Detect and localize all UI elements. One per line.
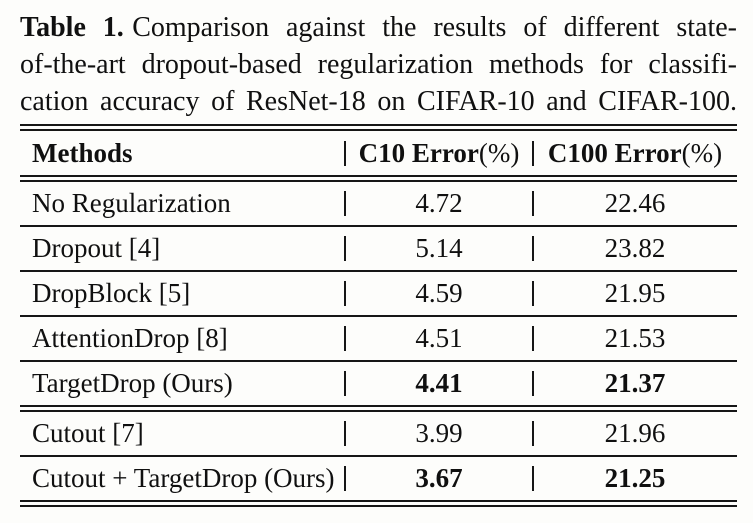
table-rule	[20, 270, 737, 272]
caption-line: of-the-art dropout-based regularization …	[20, 46, 737, 83]
table-rule	[20, 315, 737, 317]
table-row: AttentionDrop [8] 4.51 21.53	[20, 317, 737, 360]
caption-line: Table 1. Comparison against the results o…	[20, 9, 737, 46]
c100-value: 21.53	[532, 323, 737, 354]
table-caption: Table 1. Comparison against the results o…	[20, 9, 737, 120]
c10-value: 5.14	[344, 233, 533, 264]
method-cell: TargetDrop (Ours)	[32, 368, 233, 398]
paper-table-figure: Table 1. Comparison against the results o…	[20, 9, 737, 507]
table-row: DropBlock [5] 4.59 21.95	[20, 272, 737, 315]
table-rule	[20, 360, 737, 362]
caption-text: cation accuracy of ResNet-18 on CIFAR-10…	[20, 86, 737, 117]
c100-value: 21.96	[532, 418, 737, 449]
c100-value: 21.95	[532, 278, 737, 309]
c100-value: 22.46	[532, 188, 737, 219]
table-header-row: Methods C10 Error(%) C100 Error(%)	[20, 131, 737, 175]
header-c10-percent: (%)	[478, 137, 520, 168]
method-cell: Dropout [4]	[32, 233, 161, 263]
method-cell: AttentionDrop [8]	[32, 323, 228, 353]
caption-text: of-the-art dropout-based regularization …	[20, 49, 737, 80]
table-row-cutout-targetdrop: Cutout + TargetDrop (Ours) 3.67 21.25	[20, 457, 737, 500]
c10-value: 4.51	[344, 323, 533, 354]
method-cell: Cutout + TargetDrop (Ours)	[32, 463, 335, 493]
header-c10-error: C10 Error(%)	[344, 137, 533, 169]
table-rule	[20, 225, 737, 227]
c10-value: 4.59	[344, 278, 533, 309]
c10-value: 4.41	[344, 368, 533, 399]
c10-value: 4.72	[344, 188, 533, 219]
method-cell: No Regularization	[32, 188, 231, 218]
caption-line: cation accuracy of ResNet-18 on CIFAR-10…	[20, 83, 737, 120]
method-cell: Cutout [7]	[32, 418, 144, 448]
header-c100-error-bold: C100 Error	[547, 137, 682, 168]
method-cell: DropBlock [5]	[32, 278, 191, 308]
c10-value: 3.99	[344, 418, 533, 449]
table-rule-bottom	[20, 500, 737, 507]
table-row: Dropout [4] 5.14 23.82	[20, 227, 737, 270]
table-rule-top	[20, 124, 737, 131]
table-row: Cutout [7] 3.99 21.96	[20, 412, 737, 455]
header-c10-error-bold: C10 Error	[358, 137, 479, 168]
c100-value: 23.82	[532, 233, 737, 264]
table-rule-section	[20, 405, 737, 412]
header-c100-error: C100 Error(%)	[532, 137, 737, 169]
header-c100-percent: (%)	[681, 137, 723, 168]
table-rule	[20, 455, 737, 457]
results-table: Methods C10 Error(%) C100 Error(%) No Re…	[20, 124, 737, 507]
c10-value: 3.67	[344, 463, 533, 494]
c100-value: 21.25	[532, 463, 737, 494]
table-row-targetdrop: TargetDrop (Ours) 4.41 21.37	[20, 362, 737, 405]
table-rule-header	[20, 175, 737, 182]
table-row: No Regularization 4.72 22.46	[20, 182, 737, 225]
c100-value: 21.37	[532, 368, 737, 399]
header-methods: Methods	[32, 137, 133, 168]
caption-label: Table 1.	[20, 12, 124, 43]
caption-text: Comparison against the results of differ…	[132, 12, 737, 43]
